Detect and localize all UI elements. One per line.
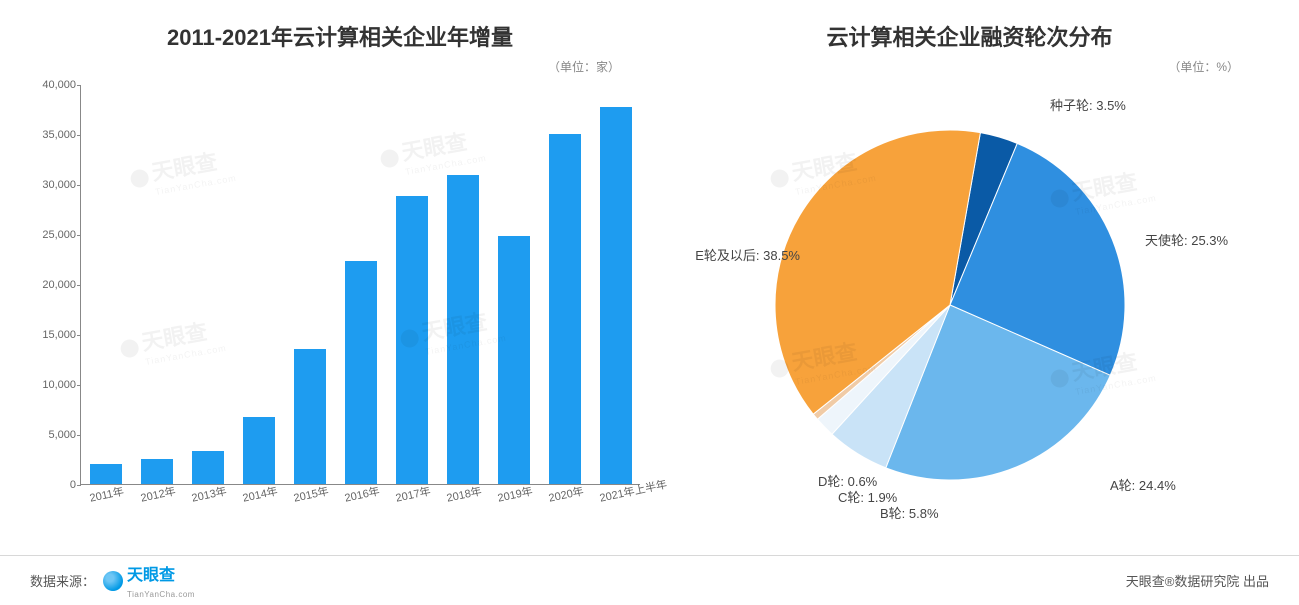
pie-slice-label: D轮: 0.6%: [818, 471, 877, 490]
x-tick-label: 2018年: [445, 483, 483, 506]
bar: [90, 464, 122, 484]
logo-text: 天眼查: [127, 567, 175, 584]
y-tick-label: 35,000: [26, 129, 76, 141]
bar-chart: 05,00010,00015,00020,00025,00030,00035,0…: [80, 85, 640, 515]
pie-chart-subtitle: （单位：%）: [670, 58, 1269, 75]
x-tick-label: 2020年: [547, 483, 585, 506]
bar: [549, 134, 581, 484]
bar: [600, 107, 632, 484]
bar: [498, 236, 530, 484]
bar-chart-subtitle: （单位：家）: [30, 58, 650, 75]
bar: [141, 459, 173, 484]
x-tick-label: 2017年: [394, 483, 432, 506]
bar: [447, 175, 479, 484]
bar: [294, 349, 326, 484]
logo-mark-icon: [103, 571, 123, 591]
pie-svg: [670, 80, 1230, 530]
x-tick-label: 2015年: [292, 483, 330, 506]
y-tick-label: 5,000: [26, 429, 76, 441]
source: 数据来源： 天眼查 TianYanCha.com: [30, 561, 195, 600]
x-tick-label: 2013年: [190, 483, 228, 506]
bar-plot-area: 05,00010,00015,00020,00025,00030,00035,0…: [80, 85, 640, 485]
x-tick-label: 2016年: [343, 483, 381, 506]
y-tick-label: 20,000: [26, 279, 76, 291]
y-tick-label: 25,000: [26, 229, 76, 241]
bar: [192, 451, 224, 484]
bar-chart-title: 2011-2021年云计算相关企业年增量: [30, 20, 650, 52]
x-tick-label: 2014年: [241, 483, 279, 506]
footer-credit: 天眼查®数据研究院 出品: [1126, 571, 1269, 590]
bar-chart-panel: 2011-2021年云计算相关企业年增量 （单位：家） 05,00010,000…: [30, 20, 650, 540]
y-tick-label: 40,000: [26, 79, 76, 91]
pie-chart: 种子轮: 3.5%天使轮: 25.3%A轮: 24.4%B轮: 5.8%C轮: …: [670, 85, 1230, 525]
x-tick-label: 2012年: [139, 483, 177, 506]
pie-slice-label: 天使轮: 25.3%: [1145, 230, 1228, 249]
pie-slice-label: A轮: 24.4%: [1110, 475, 1176, 494]
x-tick-label: 2019年: [496, 483, 534, 506]
bar: [243, 417, 275, 484]
source-logo: 天眼查 TianYanCha.com: [103, 561, 195, 600]
bar: [396, 196, 428, 484]
footer: 数据来源： 天眼查 TianYanCha.com 天眼查®数据研究院 出品: [0, 555, 1299, 605]
source-prefix: 数据来源：: [30, 571, 95, 590]
x-tick-label: 2011年: [88, 483, 125, 506]
pie-slice-label: E轮及以后: 38.5%: [660, 245, 800, 264]
pie-chart-title: 云计算相关企业融资轮次分布: [670, 20, 1269, 52]
bar: [345, 261, 377, 484]
y-tick-label: 30,000: [26, 179, 76, 191]
pie-slice-label: 种子轮: 3.5%: [1050, 95, 1126, 114]
y-tick-label: 0: [26, 479, 76, 491]
logo-subtext: TianYanCha.com: [127, 590, 195, 599]
pie-chart-panel: 云计算相关企业融资轮次分布 （单位：%） 种子轮: 3.5% 天使轮: 25.3%…: [650, 20, 1269, 540]
y-tick-label: 10,000: [26, 379, 76, 391]
y-tick-label: 15,000: [26, 329, 76, 341]
